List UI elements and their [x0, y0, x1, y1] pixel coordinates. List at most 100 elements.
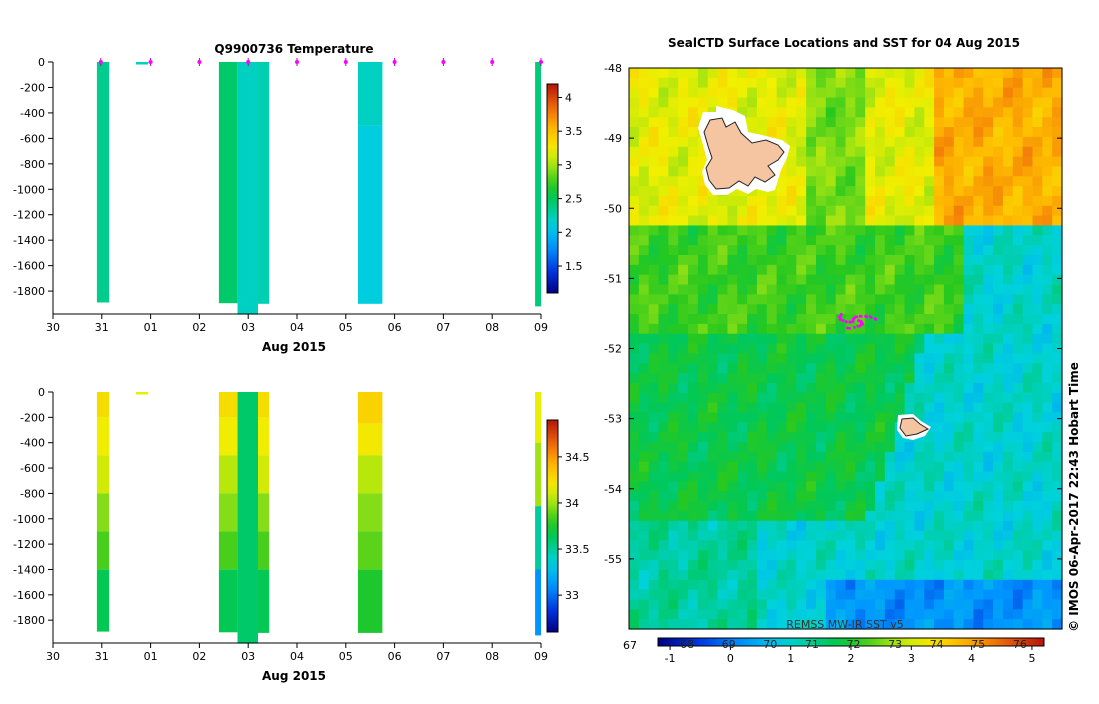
sst-cell [943, 520, 955, 532]
sst-cell [1052, 205, 1063, 217]
sst-cell [884, 107, 896, 118]
sst-cell [806, 422, 817, 433]
sst-cell [776, 560, 788, 571]
sst-cell [884, 491, 896, 502]
sst-cell [806, 215, 817, 227]
sst-cell [806, 579, 817, 591]
sst-cell [865, 323, 876, 335]
sst-cell [786, 205, 797, 217]
sst-cell [943, 451, 955, 463]
sst-cell [894, 146, 906, 158]
sst-cell [835, 432, 847, 443]
sst-cell [1012, 510, 1024, 522]
sst-cell [629, 136, 640, 148]
sst-cell [914, 333, 925, 345]
sst-cell [1042, 471, 1053, 482]
sst-cell [648, 333, 660, 345]
sst-cell [1022, 402, 1034, 414]
x-tick-label: 03 [241, 650, 255, 663]
sst-cell [658, 619, 669, 630]
sst-cell [815, 146, 827, 158]
sst-cell [865, 235, 876, 246]
sst-cell [815, 176, 827, 187]
sst-cell [845, 363, 856, 374]
sst-cell [737, 107, 748, 118]
sst-cell [678, 422, 689, 433]
sst-cell [786, 569, 797, 581]
sst-cell [825, 392, 837, 404]
sst-cell [865, 333, 876, 345]
sst-cell [924, 540, 935, 551]
sst-cell [815, 195, 827, 207]
sst-cell [1052, 117, 1063, 128]
sst-cell [875, 343, 886, 355]
sst-cell [815, 619, 827, 630]
sst-cell [737, 373, 748, 384]
sst-cell [1022, 530, 1034, 542]
y-tick-label: -1000 [13, 183, 45, 196]
sst-cell [796, 146, 807, 158]
sst-cell [865, 432, 876, 443]
sst-cell [914, 97, 925, 108]
sst-cell [865, 451, 876, 463]
sst-cell [1032, 225, 1043, 236]
sst-cell [688, 294, 699, 305]
sst-cell [904, 146, 915, 158]
sst-cell [658, 176, 669, 187]
sst-cell [865, 589, 876, 601]
sst-cell [943, 550, 955, 561]
sst-cell [953, 166, 965, 177]
y-tick-label: 0 [38, 56, 45, 69]
sst-cell [963, 382, 975, 394]
sst-cell [648, 166, 660, 177]
sst-cell [884, 195, 896, 207]
sst-cell [914, 205, 925, 217]
sst-cell [855, 294, 866, 305]
profile-segment [358, 493, 383, 532]
sst-cell [963, 353, 975, 364]
sst-cell [747, 68, 758, 79]
sst-cell [678, 599, 689, 610]
sst-cell [904, 471, 915, 482]
sst-cell [973, 510, 984, 522]
sst-cell [629, 471, 640, 482]
sst-cell [875, 186, 886, 197]
sst-cell [707, 422, 719, 433]
sst-cell [1002, 68, 1014, 79]
sst-cell [756, 560, 768, 571]
sst-cell [924, 304, 935, 315]
sst-cell [815, 579, 827, 591]
sst-cell [1002, 136, 1014, 148]
sst-cell [678, 166, 689, 177]
sst-cell [717, 599, 729, 610]
sst-cell [835, 560, 847, 571]
sst-cell [1032, 422, 1043, 433]
sst-cell [756, 107, 768, 118]
sst-cell [786, 501, 797, 512]
sst-cell [953, 442, 965, 453]
sst-cell [914, 569, 925, 581]
sst-cell [894, 245, 906, 256]
sst-cell [668, 323, 679, 335]
sst-cell [668, 304, 679, 315]
sst-cell [629, 530, 640, 542]
sst-cell [894, 68, 906, 79]
sst-cell [1032, 215, 1043, 227]
sst-cell [914, 471, 925, 482]
sst-cell [766, 195, 778, 207]
sst-cell [727, 205, 738, 217]
sst-cell [806, 146, 817, 158]
profile-segment [96, 455, 110, 494]
sst-cell [934, 530, 945, 542]
sst-cell [914, 530, 925, 542]
sst-cell [737, 205, 748, 217]
sst-cell [953, 127, 965, 138]
sst-cell [1032, 146, 1043, 158]
sst-cell [1012, 579, 1024, 591]
sst-cell [727, 314, 738, 325]
sst-cell [914, 245, 925, 256]
sst-cell [835, 382, 847, 394]
sst-cell [747, 314, 758, 325]
sst-cell [776, 304, 788, 315]
sst-cell [648, 550, 660, 561]
